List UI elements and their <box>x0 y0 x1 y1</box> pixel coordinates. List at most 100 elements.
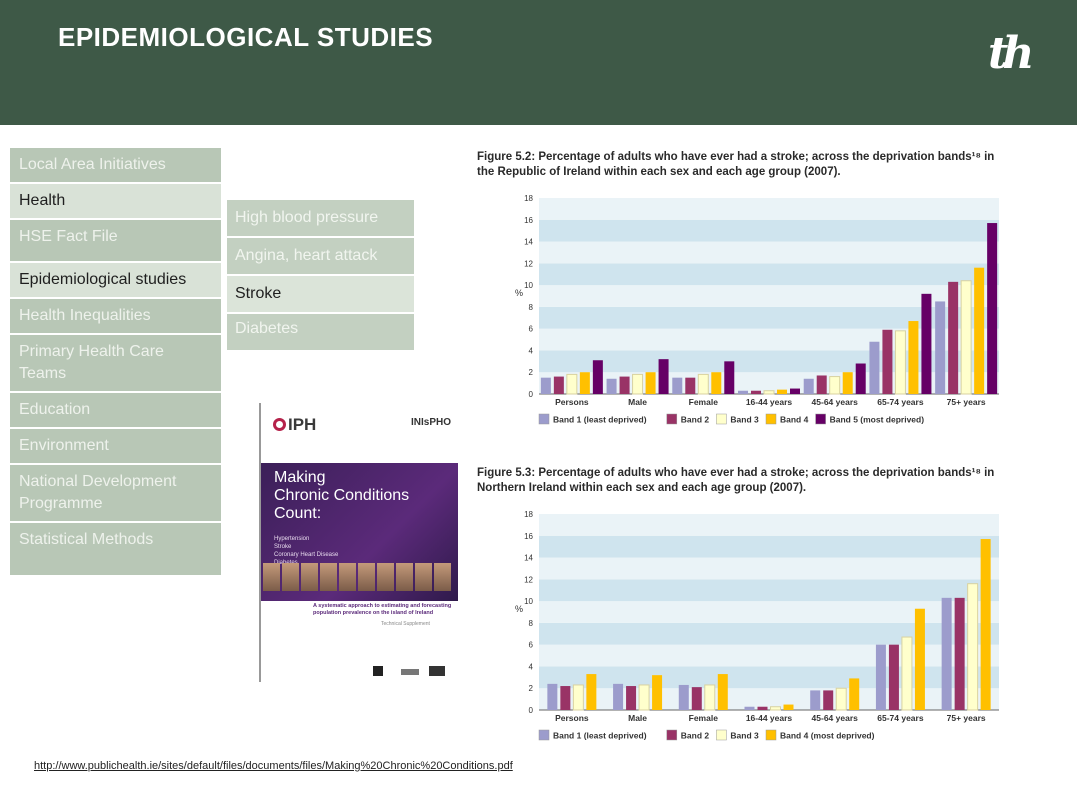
face-photo <box>358 563 375 591</box>
grid-band <box>539 601 999 623</box>
face-photo <box>301 563 318 591</box>
sub-item-label: Stroke <box>235 285 282 302</box>
bar <box>697 373 709 395</box>
face-photo <box>263 563 280 591</box>
report-title-line1: Making <box>274 469 326 486</box>
nav-item-local-area-initiatives[interactable]: Local Area Initiatives <box>10 148 221 184</box>
bar <box>724 361 735 394</box>
bar <box>901 636 913 711</box>
sub-item-angina-heart-attack[interactable]: Angina, heart attack <box>227 238 414 276</box>
nav-item-national-development-programme[interactable]: National Development Programme <box>10 465 221 523</box>
nav-item-hse-fact-file[interactable]: HSE Fact File <box>10 220 221 263</box>
bar <box>941 597 952 710</box>
bar <box>711 372 722 394</box>
y-tick-label: 18 <box>524 510 533 519</box>
face-photo <box>396 563 413 591</box>
stroke-chart-roi: 0 2 4 6 8 10 12 14 16 18% Persons Male Female 16-44 y… <box>515 194 999 425</box>
nav-item-label: Environment <box>19 437 109 454</box>
y-tick-label: 2 <box>529 368 534 377</box>
bar <box>770 706 781 711</box>
y-tick-label: 8 <box>529 619 534 628</box>
bar <box>751 390 761 394</box>
source-url-link[interactable]: http://www.publichealth.ie/sites/default… <box>34 760 513 772</box>
sub-item-stroke[interactable]: Stroke <box>227 276 414 314</box>
nav-item-health[interactable]: Health <box>10 184 221 220</box>
bar <box>566 373 578 395</box>
grid-band <box>539 579 999 602</box>
legend-label: Band 3 <box>730 731 759 741</box>
report-faces-strip <box>261 563 458 591</box>
sub-nav: High blood pressure Angina, heart attack… <box>227 200 414 352</box>
bar <box>744 706 755 710</box>
bar <box>658 359 669 394</box>
iph-circle-icon <box>273 418 286 431</box>
bar <box>914 608 925 710</box>
bar <box>560 686 571 710</box>
report-title: Making Chronic Conditions Count: <box>274 469 409 523</box>
y-tick-label: 12 <box>524 575 533 584</box>
x-tick-label: 16-44 years <box>746 397 793 407</box>
bar <box>823 690 834 710</box>
x-tick-label: Female <box>689 713 719 723</box>
grid-band <box>539 666 999 689</box>
legend-swatch <box>538 413 550 425</box>
legend-swatch <box>538 729 550 741</box>
bar <box>967 583 979 711</box>
nav-item-label: Epidemiological studies <box>19 271 187 288</box>
bar <box>691 687 702 710</box>
bar <box>948 281 959 394</box>
y-tick-label: 14 <box>524 238 533 247</box>
nav-item-primary-health-care-teams[interactable]: Primary Health Care Teams <box>10 335 221 393</box>
bar <box>553 376 564 394</box>
bar <box>626 686 637 710</box>
bar <box>974 267 985 394</box>
bar <box>855 363 866 394</box>
bar <box>935 301 946 394</box>
bar <box>757 706 768 710</box>
report-partner-logos <box>373 666 445 676</box>
bar <box>572 684 584 711</box>
y-tick-label: 16 <box>524 532 533 541</box>
y-tick-label: 8 <box>529 303 534 312</box>
bar <box>869 341 880 394</box>
y-tick-label: 18 <box>524 194 533 203</box>
sub-item-diabetes[interactable]: Diabetes <box>227 314 414 352</box>
bar <box>835 687 847 711</box>
sub-item-high-blood-pressure[interactable]: High blood pressure <box>227 200 414 238</box>
x-tick-label: Male <box>628 397 647 407</box>
bar <box>783 704 794 710</box>
nav-item-health-inequalities[interactable]: Health Inequalities <box>10 299 221 335</box>
grid-band <box>539 557 999 580</box>
nav-item-environment[interactable]: Environment <box>10 429 221 465</box>
x-tick-label: 65-74 years <box>877 397 924 407</box>
bar <box>540 377 551 394</box>
nav-item-statistical-methods[interactable]: Statistical Methods <box>10 523 221 577</box>
grid-band <box>539 644 999 667</box>
nav-item-label: Primary Health Care Teams <box>19 343 164 382</box>
grid-band <box>539 306 999 329</box>
x-tick-label: 45-64 years <box>812 713 859 723</box>
bar <box>810 690 821 710</box>
nav-item-education[interactable]: Education <box>10 393 221 429</box>
y-tick-label: 4 <box>529 346 534 355</box>
x-tick-label: 16-44 years <box>746 713 793 723</box>
bar <box>547 683 558 710</box>
insph-logo: INIsPHO <box>411 417 452 428</box>
legend-label: Band 2 <box>681 731 710 741</box>
bar <box>685 377 696 394</box>
grid-band <box>539 622 999 645</box>
nav-item-label: HSE Fact File <box>19 228 118 245</box>
figure-5-3: Figure 5.3: Percentage of adults who hav… <box>477 466 1017 746</box>
y-tick-label: 10 <box>524 597 533 606</box>
bar <box>678 684 689 710</box>
bar <box>579 372 590 394</box>
report-condition: Coronary Heart Disease <box>274 552 339 558</box>
bar <box>638 684 650 711</box>
y-tick-label: 6 <box>529 325 534 334</box>
sub-item-label: Angina, heart attack <box>235 247 378 264</box>
legend-swatch <box>716 413 727 425</box>
bar <box>888 644 899 710</box>
nav-item-epidemiological-studies[interactable]: Epidemiological studies <box>10 263 221 299</box>
report-cover-image[interactable]: IPH INIsPHO Making Chronic Conditions Co… <box>259 403 458 682</box>
y-tick-label: 14 <box>524 554 533 563</box>
